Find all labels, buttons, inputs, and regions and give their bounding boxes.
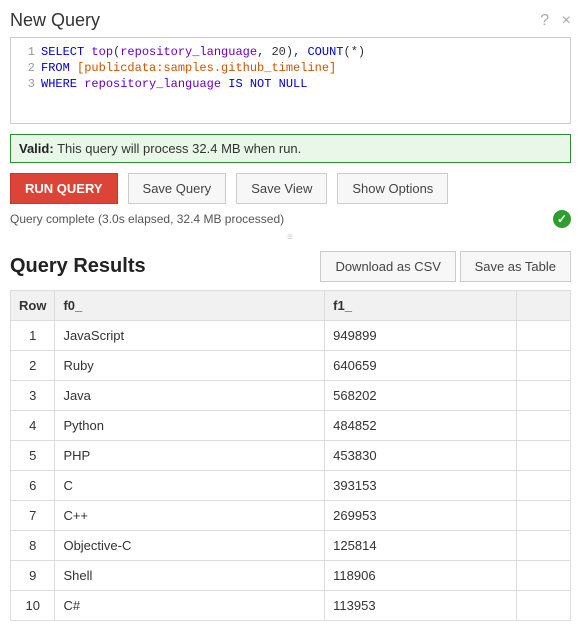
validation-message: Valid: This query will process 32.4 MB w… xyxy=(10,134,571,163)
table-cell xyxy=(516,440,570,470)
table-cell: Shell xyxy=(55,560,325,590)
sql-editor[interactable]: 1SELECT top(repository_language, 20), CO… xyxy=(10,37,571,124)
table-cell: 640659 xyxy=(325,350,517,380)
table-cell xyxy=(516,350,570,380)
save-view-button[interactable]: Save View xyxy=(236,173,327,204)
table-cell: 125814 xyxy=(325,530,517,560)
table-row: 6C393153 xyxy=(11,470,571,500)
table-cell: JavaScript xyxy=(55,320,325,350)
table-cell xyxy=(516,380,570,410)
validation-text: This query will process 32.4 MB when run… xyxy=(54,141,302,156)
table-cell xyxy=(516,320,570,350)
column-header xyxy=(516,290,570,320)
show-options-button[interactable]: Show Options xyxy=(337,173,448,204)
table-cell: 5 xyxy=(11,440,55,470)
column-header: Row xyxy=(11,290,55,320)
save-as-table-button[interactable]: Save as Table xyxy=(460,251,571,282)
table-cell xyxy=(516,590,570,620)
page-title: New Query xyxy=(10,10,100,31)
table-row: 10C#113953 xyxy=(11,590,571,620)
table-cell: 393153 xyxy=(325,470,517,500)
table-row: 7C++269953 xyxy=(11,500,571,530)
validation-label: Valid: xyxy=(19,141,54,156)
table-cell: 269953 xyxy=(325,500,517,530)
column-header: f0_ xyxy=(55,290,325,320)
column-header: f1_ xyxy=(325,290,517,320)
save-query-button[interactable]: Save Query xyxy=(128,173,227,204)
table-cell: 949899 xyxy=(325,320,517,350)
table-cell: Ruby xyxy=(55,350,325,380)
table-cell: Objective-C xyxy=(55,530,325,560)
success-icon: ✓ xyxy=(553,210,571,228)
help-icon[interactable]: ? xyxy=(540,12,549,29)
table-row: 4Python484852 xyxy=(11,410,571,440)
table-cell: C++ xyxy=(55,500,325,530)
results-table: Rowf0_f1_ 1JavaScript9498992Ruby6406593J… xyxy=(10,290,571,621)
table-cell: 453830 xyxy=(325,440,517,470)
table-cell: 8 xyxy=(11,530,55,560)
table-cell: 9 xyxy=(11,560,55,590)
status-text: Query complete (3.0s elapsed, 32.4 MB pr… xyxy=(10,212,284,226)
table-cell: 484852 xyxy=(325,410,517,440)
table-row: 3Java568202 xyxy=(11,380,571,410)
table-cell xyxy=(516,530,570,560)
close-icon[interactable]: × xyxy=(562,12,571,29)
table-cell: 6 xyxy=(11,470,55,500)
table-row: 9Shell118906 xyxy=(11,560,571,590)
table-cell xyxy=(516,500,570,530)
resize-handle[interactable]: ≡ xyxy=(10,232,571,243)
table-cell xyxy=(516,410,570,440)
table-row: 2Ruby640659 xyxy=(11,350,571,380)
table-row: 1JavaScript949899 xyxy=(11,320,571,350)
table-cell: 1 xyxy=(11,320,55,350)
table-cell xyxy=(516,470,570,500)
table-cell: 4 xyxy=(11,410,55,440)
results-title: Query Results xyxy=(10,255,146,278)
table-cell: 3 xyxy=(11,380,55,410)
table-row: 5PHP453830 xyxy=(11,440,571,470)
table-cell xyxy=(516,560,570,590)
table-cell: 7 xyxy=(11,500,55,530)
download-csv-button[interactable]: Download as CSV xyxy=(320,251,456,282)
table-cell: Python xyxy=(55,410,325,440)
table-cell: PHP xyxy=(55,440,325,470)
table-cell: 2 xyxy=(11,350,55,380)
table-cell: 113953 xyxy=(325,590,517,620)
table-cell: 568202 xyxy=(325,380,517,410)
table-cell: C# xyxy=(55,590,325,620)
table-cell: 118906 xyxy=(325,560,517,590)
table-cell: C xyxy=(55,470,325,500)
table-row: 8Objective-C125814 xyxy=(11,530,571,560)
table-cell: 10 xyxy=(11,590,55,620)
table-cell: Java xyxy=(55,380,325,410)
run-query-button[interactable]: RUN QUERY xyxy=(10,173,118,204)
